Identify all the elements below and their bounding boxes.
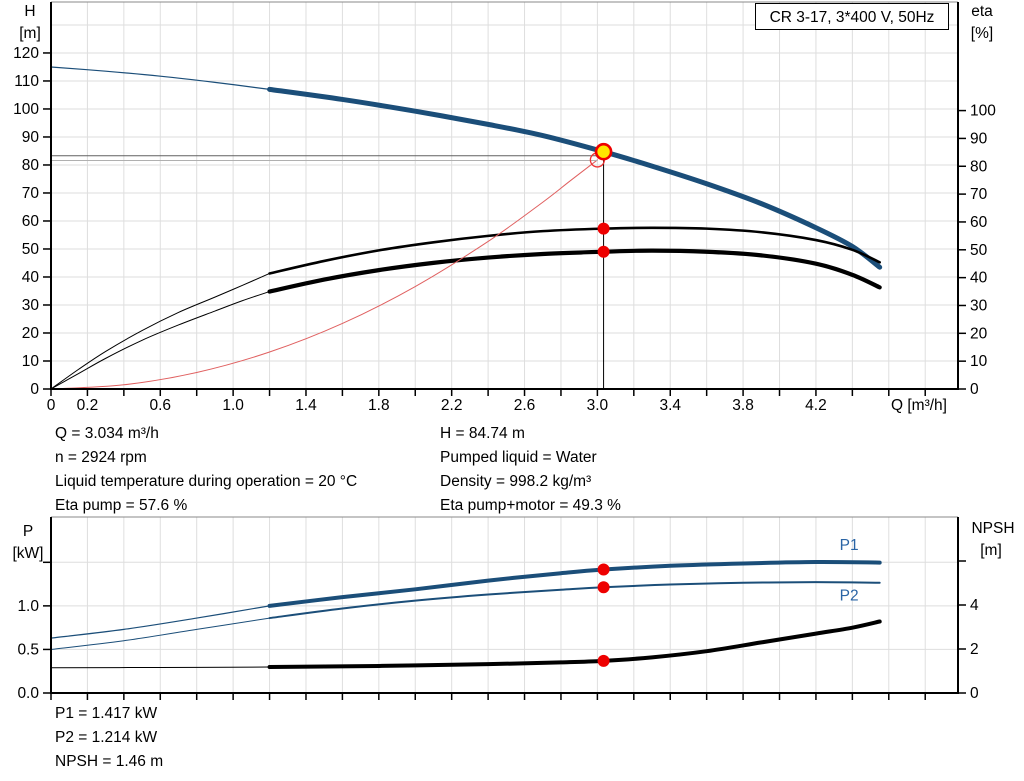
left-axis-title: [m] [19, 25, 41, 42]
p2-value: P2 = 1.214 kW [55, 729, 158, 746]
pumped-liquid-value: Pumped liquid = Water [440, 449, 597, 466]
left-tick-label: 70 [22, 185, 40, 202]
x-tick-label: 0 [47, 397, 56, 414]
x-tick-label: 2.2 [441, 397, 463, 414]
left-tick-label: 1.0 [17, 598, 39, 615]
left-axis-title: [kW] [13, 545, 44, 562]
p1-point [597, 563, 610, 576]
p1-curve [50, 605, 271, 639]
x-tick-label: 0.6 [149, 397, 171, 414]
eta-pump-curve [50, 272, 271, 390]
curve-label-p1: P1 [840, 537, 859, 554]
eta-pump-motor-curve [50, 291, 271, 390]
left-tick-label: 120 [13, 45, 39, 62]
left-tick-label: 90 [22, 129, 40, 146]
x-tick-label: 1.4 [295, 397, 317, 414]
right-tick-label: 80 [970, 158, 988, 175]
right-axis-title: NPSH [971, 520, 1014, 537]
left-axis-title: H [24, 3, 35, 20]
right-tick-label: 0 [970, 685, 979, 702]
left-tick-label: 80 [22, 157, 40, 174]
x-tick-label: 2.6 [514, 397, 536, 414]
x-tick-label: 3.0 [587, 397, 609, 414]
system-curve [50, 159, 598, 390]
left-tick-label: 10 [22, 353, 40, 370]
operating-data-right-column: H = 84.74 m Pumped liquid = Water Densit… [440, 422, 621, 518]
right-axis-title: eta [971, 3, 993, 20]
x-tick-label: 0.2 [77, 397, 99, 414]
left-tick-label: 110 [14, 73, 39, 90]
head-curve [267, 86, 883, 270]
right-tick-label: 70 [970, 186, 988, 203]
eta-pump-point [597, 222, 610, 235]
head-value: H = 84.74 m [440, 425, 525, 442]
eta-pump-motor-curve [267, 248, 882, 294]
left-tick-label: 60 [22, 213, 40, 230]
pump-type-legend-text: CR 3-17, 3*400 V, 50Hz [770, 9, 935, 26]
npsh-point [597, 654, 610, 667]
power-npsh-result-block: P1 = 1.417 kW P2 = 1.214 kW NPSH = 1.46 … [55, 702, 163, 774]
right-tick-label: 100 [970, 103, 996, 120]
right-tick-label: 30 [970, 297, 988, 314]
left-tick-label: 100 [13, 101, 39, 118]
right-axis-title: [%] [971, 25, 993, 42]
right-tick-label: 50 [970, 242, 988, 259]
qh-eta-chart: 0 0.2 0.6 1.0 1.4 1.8 2.2 2.6 3.0 3.4 3.8 4.2 Q [m³/… [13, 1, 996, 414]
x-tick-label: 3.8 [732, 397, 754, 414]
right-tick-label: 4 [970, 597, 979, 614]
right-tick-label: 0 [970, 381, 979, 398]
curve-label-p2: P2 [840, 588, 859, 605]
right-tick-label: 90 [970, 130, 988, 147]
right-tick-label: 40 [970, 270, 988, 287]
eta-pump-motor-value: Eta pump+motor = 49.3 % [440, 497, 621, 514]
eta-pump-motor-point [597, 245, 610, 258]
left-tick-label: 0 [30, 381, 39, 398]
p2-curve [50, 617, 271, 650]
right-tick-label: 60 [970, 214, 988, 231]
p1-curve [267, 560, 882, 608]
left-tick-label: 30 [22, 297, 40, 314]
operating-point [594, 142, 613, 161]
left-axis-title: P [23, 523, 33, 540]
x-tick-label: 4.2 [805, 397, 827, 414]
p1-value: P1 = 1.417 kW [55, 705, 158, 722]
x-tick-label: 1.8 [368, 397, 390, 414]
liquid-temperature-value: Liquid temperature during operation = 20… [55, 473, 358, 490]
left-tick-label: 20 [22, 325, 40, 342]
right-tick-label: 2 [970, 641, 979, 658]
speed-value: n = 2924 rpm [55, 449, 147, 466]
right-axis-title: [m] [980, 542, 1002, 559]
flow-value: Q = 3.034 m³/h [55, 425, 159, 442]
head-curve [50, 66, 271, 90]
operating-data-left-column: Q = 3.034 m³/h n = 2924 rpm Liquid tempe… [55, 422, 357, 518]
x-tick-label: 1.0 [222, 397, 244, 414]
left-tick-label: 0.5 [17, 641, 39, 658]
p2-point [597, 581, 610, 594]
right-tick-label: 10 [970, 353, 988, 370]
eta-pump-value: Eta pump = 57.6 % [55, 497, 188, 514]
x-tick-label: 3.4 [659, 397, 681, 414]
power-npsh-chart: 0.0 0.5 1.0 P [kW] 0 2 4 NPSH [m] P1 P2 [13, 516, 1015, 702]
npsh-curve [50, 666, 271, 669]
x-axis-title: Q [m³/h] [891, 397, 947, 414]
density-value: Density = 998.2 kg/m³ [440, 473, 592, 490]
p2-curve [268, 581, 881, 620]
left-tick-label: 40 [22, 269, 40, 286]
left-tick-label: 0.0 [17, 685, 39, 702]
npsh-value: NPSH = 1.46 m [55, 753, 164, 770]
pump-type-legend-box [755, 3, 949, 30]
right-tick-label: 20 [970, 325, 988, 342]
left-tick-label: 50 [22, 241, 40, 258]
npsh-curve [267, 619, 882, 670]
